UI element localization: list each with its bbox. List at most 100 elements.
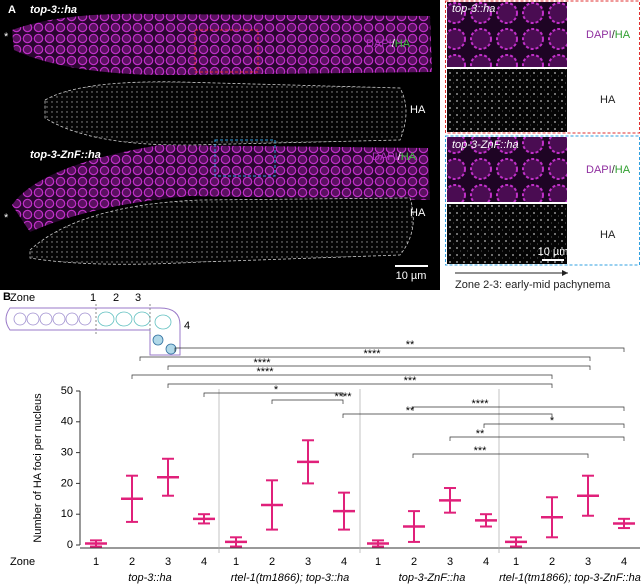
significance-bracket [483,423,625,428]
schematic-nuclei [13,312,92,326]
genotype: top-3-ZnF::ha [452,139,519,151]
significance-label: **** [334,391,352,403]
slash: / [612,164,616,176]
significance-label: * [550,415,555,427]
x-tick-label: 4 [201,556,207,568]
x-tick-label: 3 [165,556,171,568]
scale-label: 10 µm [396,270,427,282]
significance-bracket [167,383,553,388]
significance-label: **** [471,398,489,410]
x-tick-label: 1 [513,556,519,568]
ha: HA [401,151,417,163]
ha-label: HA [410,104,426,116]
zone-number: 2 [113,292,119,304]
significance-bracket [167,365,591,370]
significance-bracket [271,399,344,404]
group-label: top-3-ZnF::ha [399,572,466,584]
genotype: top-3::ha [452,3,495,15]
inset-ha [447,204,567,264]
x-tick-label: 3 [305,556,311,568]
zone-number: 4 [184,320,190,332]
x-tick-label: 4 [483,556,489,568]
significance-label: **** [363,348,381,360]
x-tick-label: 4 [621,556,627,568]
significance-bracket [139,356,591,361]
significance-label: *** [404,375,418,387]
y-tick-label: 0 [67,539,73,551]
dapi: DAPI [586,29,612,41]
significance-bracket [174,347,625,352]
caption: Zone 2-3: early-mid pachynema [455,279,611,291]
x-tick-label: 2 [269,556,275,568]
panel-label: A [8,4,16,16]
arrow-head [562,270,568,276]
significance-bracket [203,392,344,397]
ha: HA [395,38,411,50]
genotype: top-3-ZnF::ha [30,149,101,161]
zone-number: 1 [90,292,96,304]
y-tick-label: 50 [61,385,73,397]
star: * [4,212,9,224]
star: * [4,31,9,43]
inset-border [445,0,640,134]
significance-label: **** [253,357,271,369]
inset-ha [447,69,567,132]
zone-title: Zone [10,292,35,304]
oocytes [152,334,177,355]
significance-label: ** [406,339,415,351]
gonad-dapi [12,145,430,232]
x-tick-label: 2 [549,556,555,568]
dapi: DAPI [586,164,612,176]
significance-label: ** [406,405,415,417]
x-tick-label: 2 [411,556,417,568]
significance-label: **** [256,366,274,378]
significance-bracket [412,453,589,458]
zone-number: 3 [135,292,141,304]
significance-bracket [131,374,553,379]
x-tick-label: 1 [93,556,99,568]
ha: HA [615,29,631,41]
significance-label: * [274,384,279,396]
x-tick-label: 4 [341,556,347,568]
group-label: rtel-1(tm1866); top-3::ha [231,572,350,584]
dapi: DAPI [366,38,392,50]
merge-label: DAPI/HA [372,151,417,163]
y-tick-label: 30 [61,447,73,459]
group-label: rtel-1(tm1866); top-3-ZnF::ha [499,572,641,584]
genotype: top-3::ha [30,4,77,16]
x-tick-label: 1 [375,556,381,568]
schematic-nuclei [97,311,172,330]
significance-bracket [412,406,625,411]
slash: / [612,29,616,41]
panel-label: B [3,291,11,303]
ha: HA [615,164,631,176]
inset-box [194,29,259,73]
merge-label: DAPI/HA [586,164,631,176]
gonad-ha [29,197,414,265]
group-label: top-3::ha [128,572,171,584]
ha-label: HA [410,207,426,219]
significance-bracket [449,436,625,441]
dapi: DAPI [372,151,398,163]
gonad-ha [44,81,407,146]
x-tick-label: 2 [129,556,135,568]
significance-label: ** [476,428,485,440]
merge-label: DAPI/HA [366,38,411,50]
ha-label: HA [600,94,616,106]
x-tick-label: 3 [585,556,591,568]
significance-label: *** [474,445,488,457]
scale-label: 10 µm [538,246,569,258]
y-tick-label: 40 [61,416,73,428]
x-tick-label: 1 [233,556,239,568]
inset-border [445,135,640,266]
slash: / [392,38,396,50]
x-axis-title: Zone [10,556,35,568]
inset-box [214,139,276,177]
y-tick-label: 10 [61,508,73,520]
inset-dapi [447,2,567,67]
y-tick-label: 20 [61,477,73,489]
gonad-schematic [5,307,181,356]
merge-label: DAPI/HA [586,29,631,41]
